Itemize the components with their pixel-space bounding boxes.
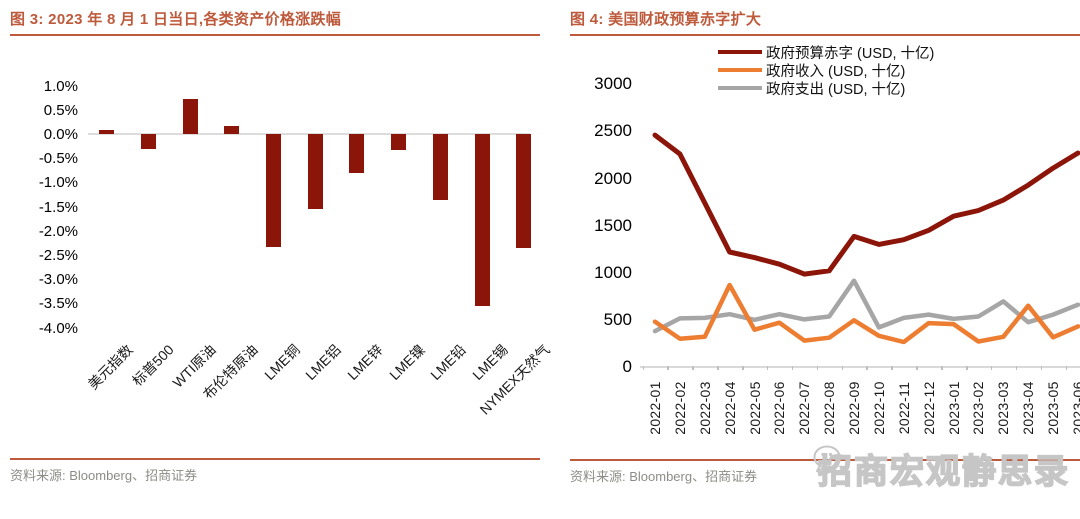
bar-LME铝: [307, 134, 323, 210]
bar-标普500: [140, 134, 156, 149]
x-axis-tick: [642, 366, 645, 370]
series-line-政府预算赤字 (USD, 十亿): [652, 132, 1080, 277]
x-axis-tick: [692, 366, 694, 370]
y-axis-tick-label: 1.0%: [43, 77, 78, 95]
y-axis-tick-label: -1.5%: [38, 198, 78, 216]
x-axis-tick: [990, 366, 993, 370]
legend-line-swatch: [718, 49, 762, 55]
x-axis-tick: [1065, 366, 1068, 370]
figure-3-source: 资料来源: Bloomberg、招商证券: [10, 458, 540, 484]
bar-美元指数: [99, 130, 115, 134]
x-axis-tick: [742, 366, 744, 370]
y-axis-tick-label: 2500: [594, 121, 632, 141]
y-axis-tick-label: 2000: [594, 168, 632, 188]
bar-WTI原油: [182, 99, 198, 134]
bar-布伦特原油: [224, 125, 240, 134]
legend-item-政府支出 (USD, 十亿): 政府支出 (USD, 十亿): [718, 79, 934, 98]
x-axis-tick: [841, 366, 844, 370]
bar-NYMEX天然气: [516, 134, 532, 248]
figure-4-title: 图 4: 美国财政预算赤字扩大: [570, 8, 1080, 36]
bar-LME镍: [391, 134, 407, 150]
x-axis-tick: [941, 366, 943, 370]
y-axis-tick-label: 3000: [594, 74, 632, 94]
bar-LME铅: [432, 134, 448, 200]
figure-3-panel: 图 3: 2023 年 8 月 1 日当日,各类资产价格涨跌幅 1.0% 0.5%…: [10, 8, 552, 508]
legend: 政府预算赤字 (USD, 十亿) 政府收入 (USD, 十亿) 政府支出 (USD,…: [718, 43, 935, 98]
x-axis-tick: [667, 366, 669, 370]
bar-LME铜: [266, 134, 281, 248]
x-axis-tick: [1040, 366, 1043, 370]
figure-4-panel: 图 4: 美国财政预算赤字扩大 政府预算赤字 (USD, 十亿) 政府收入 (US…: [570, 8, 1080, 508]
legend-item-政府收入 (USD, 十亿): 政府收入 (USD, 十亿): [718, 61, 934, 80]
y-axis-tick-label: -2.5%: [38, 247, 78, 264]
legend-line-swatch: [718, 85, 762, 91]
y-axis-tick-label: 1500: [594, 215, 632, 235]
line-plot-area: [652, 132, 1080, 345]
y-axis-tick-label: 500: [603, 309, 632, 329]
legend-line-swatch: [718, 67, 762, 73]
legend-item-政府预算赤字 (USD, 十亿): 政府预算赤字 (USD, 十亿): [718, 43, 935, 62]
x-axis-line: [640, 366, 1080, 368]
x-axis-tick: [916, 366, 918, 370]
bar-LME锡: [474, 134, 490, 306]
x-axis-tick: [1015, 366, 1018, 370]
figure-4-source: 资料来源: Bloomberg、招商证券: [570, 459, 1080, 485]
y-axis-tick-label: 0.5%: [43, 101, 78, 119]
bar-LME锌: [349, 134, 365, 174]
y-axis-tick-label: -4.0%: [38, 319, 78, 337]
x-axis-tick: [816, 366, 819, 370]
series-line-政府支出 (USD, 十亿): [652, 278, 1080, 334]
figure-3-title: 图 3: 2023 年 8 月 1 日当日,各类资产价格涨跌幅: [10, 8, 540, 36]
x-axis-tick: [717, 366, 719, 370]
watermark-text: 招商宏观静思录: [817, 452, 1070, 492]
series-line-政府收入 (USD, 十亿): [652, 282, 1080, 345]
y-axis-tick-label: -2.0%: [38, 222, 78, 240]
y-axis-tick-label: 0: [622, 357, 632, 376]
legend-label: 政府预算赤字 (USD, 十亿): [766, 45, 935, 62]
y-axis-tick-label: -3.5%: [38, 295, 78, 313]
watermark: 招商宏观静思录: [812, 444, 1070, 493]
y-axis-tick-label: -3.0%: [38, 271, 78, 289]
legend-label: 政府支出 (USD, 十亿): [766, 81, 906, 98]
y-axis-tick-label: 0.0%: [43, 126, 78, 143]
x-axis-tick: [966, 366, 968, 370]
legend-label: 政府收入 (USD, 十亿): [766, 63, 906, 80]
x-axis-tick: [766, 366, 769, 370]
x-axis-tick: [891, 366, 893, 370]
x-axis-tick: [791, 366, 794, 370]
x-axis-tick: [866, 366, 868, 370]
y-axis-tick-label: 1000: [594, 262, 632, 282]
y-axis-tick-label: -0.5%: [38, 150, 78, 168]
y-axis-tick-label: -1.0%: [38, 174, 78, 192]
